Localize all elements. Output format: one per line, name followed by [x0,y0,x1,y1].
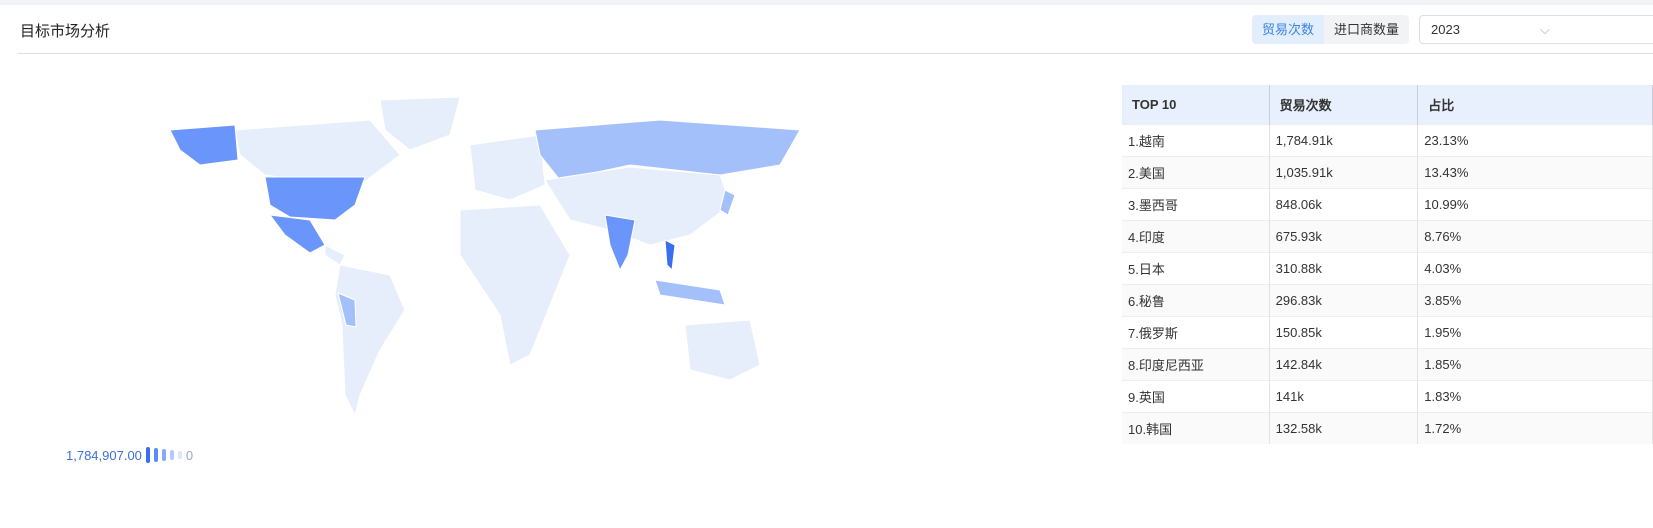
chevron-down-icon: ⌵ [1540,22,1550,37]
cell-share: 4.03% [1417,252,1653,285]
cell-share: 1.95% [1417,316,1653,349]
region-peru [337,292,357,328]
cell-count: 848.06k [1269,188,1419,221]
year-value: 2023 [1431,22,1460,37]
cell-share: 3.85% [1417,284,1653,317]
cell-country: 4.印度 [1122,220,1270,253]
cell-country: 10.韩国 [1122,412,1270,444]
table-row: 7.俄罗斯 150.85k 1.95% [1122,316,1653,349]
region-central-america [324,244,346,266]
region-greenland [379,96,461,151]
top-strip [0,0,1653,5]
table-row: 2.美国 1,035.91k 13.43% [1122,156,1653,189]
col-rank: TOP 10 [1122,85,1270,125]
col-trade-count: 贸易次数 [1269,85,1419,125]
cell-country: 9.英国 [1122,380,1270,413]
cell-count: 141k [1269,380,1419,413]
region-canada [234,119,401,186]
cell-count: 675.93k [1269,220,1419,253]
cell-country: 5.日本 [1122,252,1270,285]
cell-country: 2.美国 [1122,156,1270,189]
cell-share: 10.99% [1417,188,1653,221]
col-share: 占比 [1417,85,1653,125]
metric-toggle: 贸易次数 进口商数量 [1252,15,1410,44]
legend-bar[interactable] [169,450,174,460]
region-usa [264,176,366,221]
cell-count: 296.83k [1269,284,1419,317]
cell-country: 1.越南 [1122,124,1270,157]
cell-count: 142.84k [1269,348,1419,381]
cell-count: 1,035.91k [1269,156,1419,189]
cell-country: 7.俄罗斯 [1122,316,1270,349]
tab-trade-count[interactable]: 贸易次数 [1252,15,1325,44]
year-select[interactable]: 2023 ⌵ [1419,15,1653,44]
cell-share: 1.85% [1417,348,1653,381]
cell-country: 3.墨西哥 [1122,188,1270,221]
legend-bar[interactable] [145,447,150,463]
legend-max: 1,784,907.00 [66,447,142,463]
table-row: 5.日本 310.88k 4.03% [1122,252,1653,285]
cell-share: 1.72% [1417,412,1653,444]
region-alaska [169,124,239,166]
cell-country: 6.秘鲁 [1122,284,1270,317]
table-row: 9.英国 141k 1.83% [1122,380,1653,413]
tab-importer-count[interactable]: 进口商数量 [1334,22,1400,37]
legend-bar[interactable] [177,451,182,459]
cell-share: 13.43% [1417,156,1653,189]
cell-count: 1,784.91k [1269,124,1419,157]
cell-count: 132.58k [1269,412,1419,444]
region-europe [469,134,546,201]
region-vietnam [664,239,676,272]
legend-bar[interactable] [153,448,158,462]
cell-share: 23.13% [1417,124,1653,157]
legend-bar[interactable] [161,449,166,461]
table-row: 3.墨西哥 848.06k 10.99% [1122,188,1653,221]
legend-min: 0 [185,447,194,463]
table-row: 10.韩国 132.58k 1.72% [1122,412,1653,444]
region-indonesia [654,279,726,306]
world-map [169,96,801,417]
cell-share: 8.76% [1417,220,1653,253]
region-mexico [268,214,326,254]
region-japan [719,189,736,216]
region-africa [459,204,571,366]
top10-table: TOP 10 贸易次数 占比 1.越南 1,784.91k 23.13% 2.美国 1,… [1122,85,1653,444]
visual-map-legend: 1,784,907.00 0 [66,447,193,463]
cell-count: 310.88k [1269,252,1419,285]
page-title: 目标市场分析 [20,23,111,40]
cell-share: 1.83% [1417,380,1653,413]
table-row: 8.印度尼西亚 142.84k 1.85% [1122,348,1653,381]
region-asia [544,166,731,246]
table-row: 6.秘鲁 296.83k 3.85% [1122,284,1653,317]
cell-count: 150.85k [1269,316,1419,349]
cell-country: 8.印度尼西亚 [1122,348,1270,381]
divider [18,53,1653,54]
region-south-america [334,264,406,417]
table-row: 1.越南 1,784.91k 23.13% [1122,124,1653,157]
table-row: 4.印度 675.93k 8.76% [1122,220,1653,253]
region-india [604,214,636,272]
region-australia [684,319,761,381]
